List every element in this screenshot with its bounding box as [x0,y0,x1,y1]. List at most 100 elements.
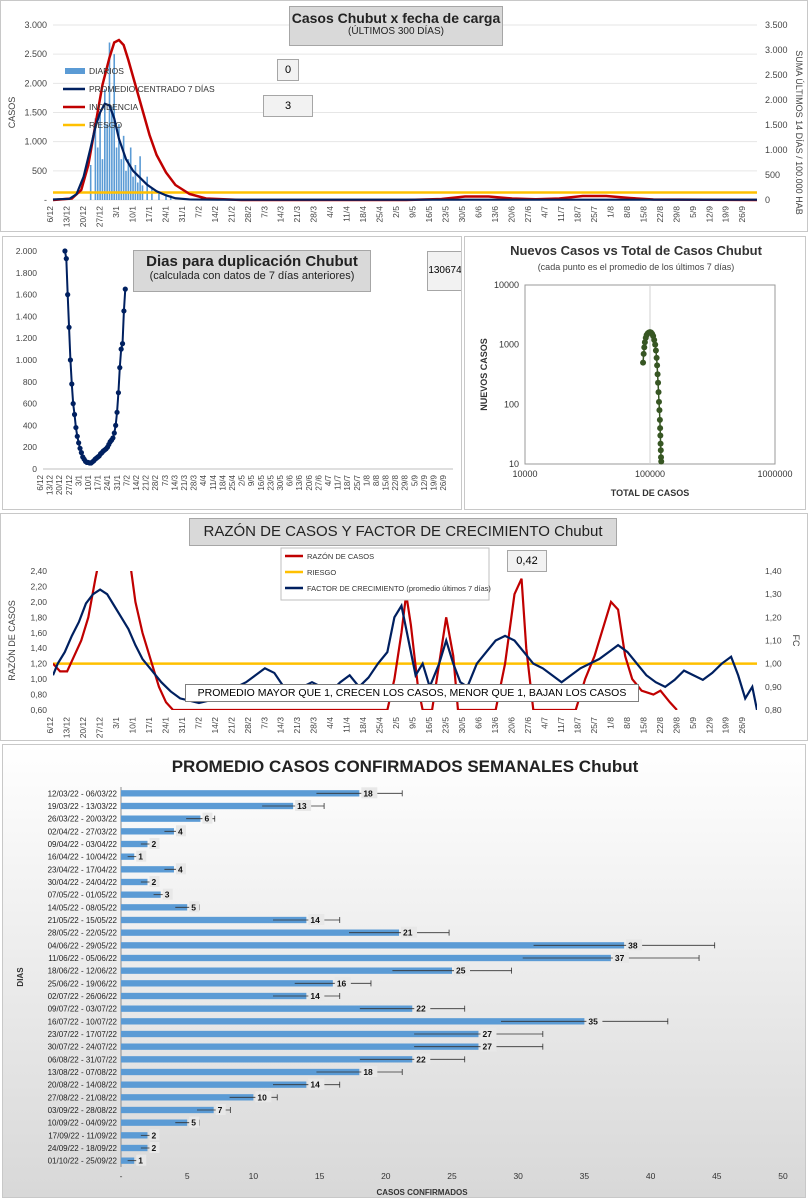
dup-xtick: 1/8 [362,474,371,486]
dup-xtick: 8/8 [372,474,381,486]
scatter-ytick: 10000 [494,280,519,290]
casos-xtick: 14/3 [276,206,286,223]
razon-xtick: 14/3 [276,717,286,734]
casos-xtick: 2/5 [391,206,401,218]
casos-xtick: 22/8 [655,206,665,223]
dup-xtick: 22/8 [391,474,400,490]
semanal-value-bg [334,977,351,989]
dup-xtick: 20/12 [55,474,64,495]
casos-xtick: 25/7 [589,206,599,223]
semanal-bar [121,815,201,822]
dup-xtick: 3/1 [74,474,83,486]
dup-xtick: 2/5 [238,474,247,486]
casos-diario-bar [151,188,153,200]
semanal-bar [121,916,307,924]
dup-point [71,411,78,418]
semanal-category-label: 28/05/22 - 22/05/22 [48,929,118,938]
casos-xtick: 4/7 [539,206,549,218]
scatter-title: Nuevos Casos vs Total de Casos Chubut [510,243,762,258]
razon-ytick: 1,40 [30,643,47,653]
semanal-bar [121,790,360,797]
casos-ytick: 1.000 [24,137,47,147]
casos-diario-bar [101,159,104,200]
semanal-xtick: 5 [185,1171,190,1181]
razon-ytick: 1,20 [30,659,47,669]
semanal-value-bg [202,812,213,824]
dup-xtick: 29/8 [401,474,410,490]
casos-xtick: 30/5 [457,206,467,223]
casos-diario-bar [113,54,116,200]
scatter-point [656,416,663,423]
dup-xtick: 19/9 [430,474,439,490]
razon-legend-box [280,547,490,601]
semanal-value-bg [189,1116,200,1128]
semanal-bar [121,866,174,873]
dup-ytick: 800 [23,377,37,387]
razon-ytick: 2,40 [30,566,47,576]
razon-y2tick: 0,80 [765,705,782,715]
semanal-category-label: 17/09/22 - 11/09/22 [48,1131,117,1140]
casos-box-2: 3 [263,95,313,117]
razon-xtick: 3/1 [111,717,121,729]
casos-y2tick: 2.000 [765,95,788,105]
scatter-ytick: 100 [504,399,519,409]
semanal-value-bg [480,1040,497,1052]
razon-xtick: 12/9 [704,717,714,734]
casos-diario-bar [94,118,97,200]
casos-xtick: 20/12 [78,206,88,228]
semanal-value-bg [454,964,470,976]
casos-chart-title: Casos Chubut x fecha de carga [291,10,501,26]
duplicacion-title: Dias para duplicación Chubut [146,253,358,270]
casos-xtick: 3/1 [111,206,121,218]
razon-note: PROMEDIO MAYOR QUE 1, CRECEN LOS CASOS, … [185,684,639,702]
semanal-bar [121,840,148,848]
razon-xtick: 9/5 [408,717,418,729]
razon-xtick: 4/4 [325,717,335,729]
semanal-category-label: 26/03/22 - 20/03/22 [48,815,118,824]
scatter-xtick: 100000 [635,469,665,479]
semanal-value-bg [401,926,418,938]
dup-point [67,357,74,363]
fc-line [53,588,757,710]
semanal-value-label: 2 [151,839,156,849]
casos-chart: - 500 1.000 1.500 2.000 2.500 3.000 0 500 1.000 1.… [7,20,804,228]
dup-xtick: 24/1 [103,474,112,490]
razon-xtick: 18/7 [572,717,582,734]
scatter-point [652,341,659,348]
semanal-bar [121,1030,479,1038]
dup-ytick: 0 [32,464,37,474]
semanal-value-label: 2 [151,1143,156,1153]
semanal-value-bg [361,1066,378,1077]
casos-xtick: 24/1 [160,206,170,223]
razon-xtick: 30/5 [457,717,467,734]
razon-xtick: 29/8 [671,717,681,734]
dup-point [111,430,117,436]
semanal-category-label: 21/05/22 - 15/05/22 [48,916,118,925]
dup-xtick: 21/3 [180,474,189,490]
semanal-value-label: 27 [482,1042,492,1052]
scatter-ytick: 1000 [499,340,519,350]
dup-xtick: 20/6 [305,474,314,490]
semanal-value-bg [136,850,147,862]
casos-xtick: 8/8 [622,206,632,218]
dup-xtick: 17/1 [94,474,103,490]
casos-y2tick: 0 [765,195,770,205]
semanal-bar [121,1144,148,1152]
razon-xtick: 28/2 [243,717,253,734]
dup-ytick: 200 [23,442,37,452]
casos-diario-bar [127,159,130,200]
semanal-bar [121,1018,585,1025]
scatter-point [657,432,664,439]
duplicacion-chart-panel: 0 200 400 600 800 1.000 1.200 1.400 1.600 1.800 2.… [2,236,462,510]
nuevos-vs-total-panel: 10 100 1000 10000 10000 100000 1000000 TOTAL DE… [464,236,806,510]
semanal-value-bg [308,1078,325,1090]
casos-xtick: 7/3 [259,206,269,218]
semanal-bar [121,1119,188,1126]
razon-chart-panel: 0,60 0,80 1,00 1,20 1,40 1,60 1,80 2,00 2,20 2,40… [0,513,808,741]
semanal-value-label: 10 [257,1092,267,1102]
semanal-value-label: 13 [297,801,307,811]
razon-box: 0,42 [507,550,547,572]
casos-xtick: 7/2 [193,206,203,218]
scatter-point [654,371,661,378]
dup-xtick: 28/2 [151,474,160,490]
